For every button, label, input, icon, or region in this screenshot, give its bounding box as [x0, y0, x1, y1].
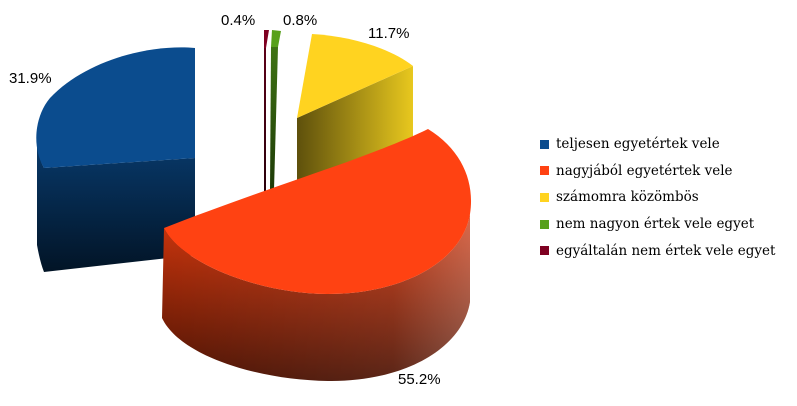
pie-slice-nem-nagyon: [270, 30, 281, 190]
legend-swatch-nagyjabol: [540, 166, 549, 176]
legend-label-nem-nagyon: nem nagyon értek vele egyet: [556, 216, 755, 233]
legend-swatch-egyaltalan: [540, 246, 549, 256]
legend-item-egyaltalan: egyáltalán nem értek vele egyet: [540, 237, 775, 264]
pie-slice-egyaltalan: [264, 30, 269, 200]
legend-item-teljesen: teljesen egyetértek vele: [540, 131, 775, 158]
legend-item-nem-nagyon: nem nagyon értek vele egyet: [540, 211, 775, 238]
slice-side-shade-nagyjabol: [162, 214, 470, 382]
legend-label-szamomra: számomra közömbös: [556, 189, 699, 206]
legend-swatch-teljesen: [540, 139, 549, 149]
legend-swatch-nem-nagyon: [540, 219, 549, 229]
label-teljesen: 31.9%: [9, 70, 52, 87]
pie-slice-nagyjabol: [162, 129, 472, 382]
legend-item-szamomra: számomra közömbös: [540, 184, 775, 211]
legend-label-egyaltalan: egyáltalán nem értek vele egyet: [556, 242, 776, 259]
label-szamomra: 11.7%: [368, 25, 409, 42]
legend-item-nagyjabol: nagyjából egyetértek vele: [540, 158, 775, 185]
slice-top-szamomra: [297, 34, 413, 118]
legend-label-nagyjabol: nagyjából egyetértek vele: [556, 162, 733, 179]
legend: teljesen egyetértek vele nagyjából egyet…: [540, 131, 775, 264]
slice-top-nem-nagyon: [271, 30, 281, 47]
slice-top-nagyjabol: [164, 129, 472, 294]
pie-slice-teljesen: [36, 47, 196, 272]
label-nem-nagyon: 0.8%: [283, 12, 317, 29]
legend-label-teljesen: teljesen egyetértek vele: [556, 136, 720, 153]
slice-side-nem-nagyon: [270, 47, 278, 190]
label-nagyjabol: 55.2%: [398, 371, 441, 388]
slice-top-egyaltalan: [264, 30, 269, 48]
slice-side-teljesen: [37, 140, 195, 272]
slice-top-teljesen: [36, 47, 196, 168]
legend-swatch-szamomra: [540, 192, 549, 202]
label-egyaltalan: 0.4%: [221, 12, 255, 29]
slice-side-egyaltalan: [264, 48, 266, 200]
